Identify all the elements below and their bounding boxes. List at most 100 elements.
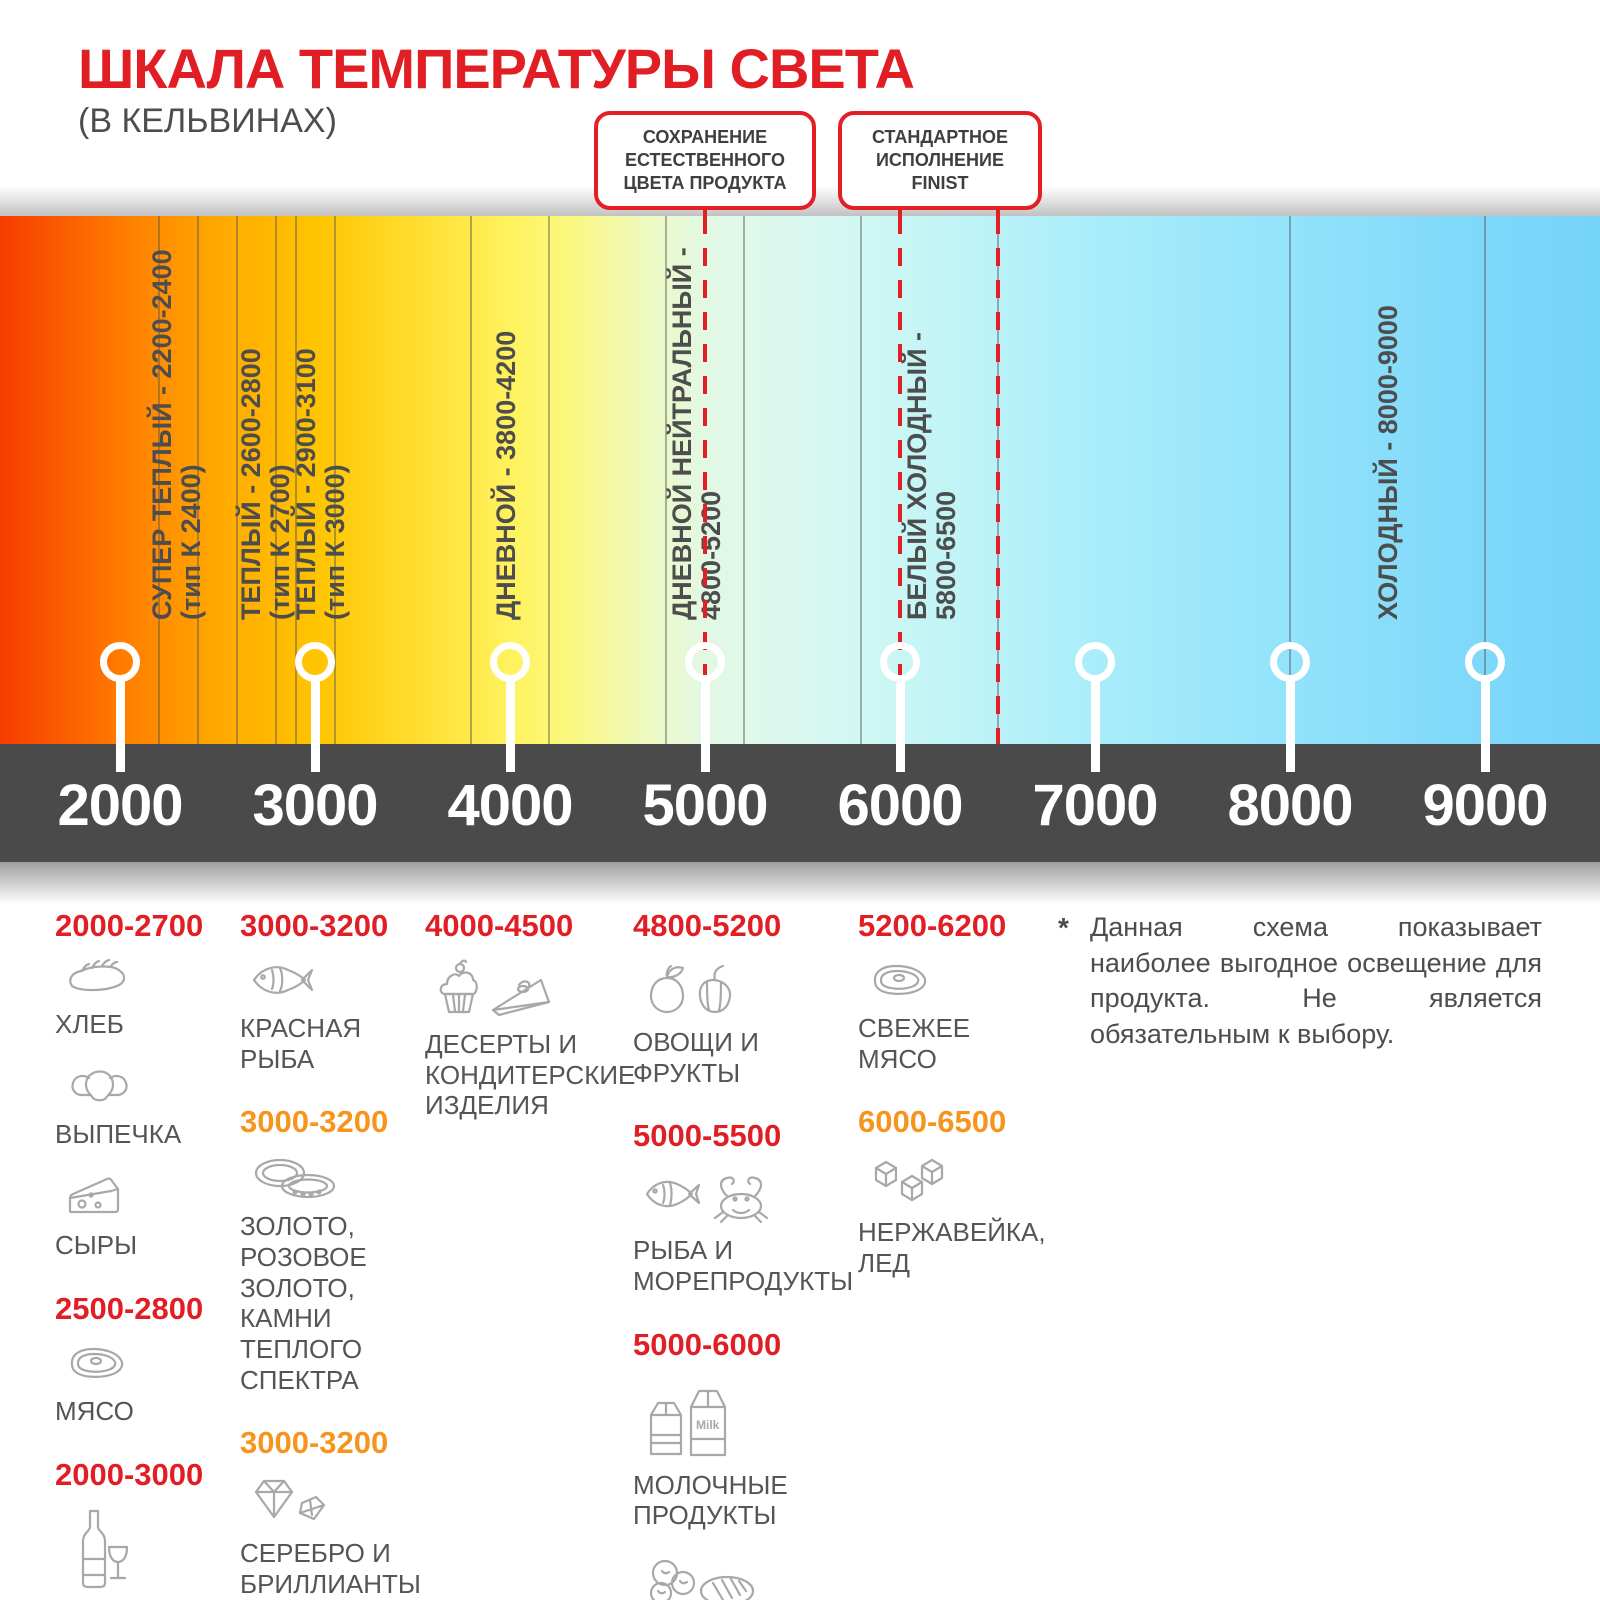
scale-pin-3000	[295, 642, 335, 682]
svg-text:Milk: Milk	[696, 1418, 720, 1432]
zone-boundary-5800	[860, 216, 862, 744]
scale-pin-6000	[880, 642, 920, 682]
dashed-guide-6000	[898, 216, 902, 768]
legend-group: 2000-2700 ХЛЕБ ВЫПЕЧКА СЫРЫ	[55, 908, 230, 1261]
legend-column-5: 5200-6200 СВЕЖЕЕ МЯСО 6000-6500 НЕРЖАВЕЙКА,…	[858, 908, 1083, 1309]
zone-boundary-2200	[158, 216, 160, 744]
zone-label-type: 4800-5200	[695, 490, 726, 620]
zone-label-6: ХОЛОДНЫЙ - 8000-9000	[1373, 305, 1403, 620]
croissant-icon	[65, 1062, 230, 1113]
legend-group: 4800-5200 ОВОЩИ И ФРУКТЫ	[633, 908, 938, 1088]
legend-item: СВЕЖЕЕ МЯСО	[858, 958, 1083, 1074]
legend-item-label: МЯСО	[55, 1396, 134, 1427]
tick-label-4000: 4000	[447, 773, 573, 838]
scale-pin-stem-4000	[505, 678, 515, 772]
zone-label-text: ДНЕВНОЙ - 3800-4200	[491, 330, 521, 620]
legend-group: 3000-3200 СЕРЕБРО И БРИЛЛИАНТЫ	[240, 1425, 435, 1599]
page-title: ШКАЛА ТЕМПЕРАТУРЫ СВЕТА	[78, 37, 915, 100]
legend-item: РЫБА И МОРЕПРОДУКТЫ	[633, 1168, 938, 1296]
dashed-guide-5000	[703, 216, 707, 768]
zone-label-text: ХОЛОДНЫЙ - 8000-9000	[1373, 305, 1403, 620]
legend-item: КРАСНАЯ РЫБА	[240, 958, 435, 1074]
legend-item-label: РЫБА И МОРЕПРОДУКТЫ	[633, 1235, 854, 1297]
milk-icon: Milk	[643, 1377, 938, 1464]
tick-label-2000: 2000	[57, 773, 183, 838]
zone-label-type: 5800-6500	[930, 490, 961, 620]
seafood-icon	[643, 1168, 938, 1229]
legend-range-3000-3200: 3000-3200	[240, 1425, 389, 1461]
legend-group: 5000-5500 РЫБА И МОРЕПРОДУКТЫ	[633, 1118, 938, 1296]
meat-icon	[65, 1341, 230, 1390]
zone-label-5: БЕЛЫЙ ХОЛОДНЫЙ -5800-6500	[902, 332, 961, 620]
zone-boundary-5200	[743, 216, 745, 744]
scale-pin-stem-7000	[1090, 678, 1100, 772]
tick-label-7000: 7000	[1032, 773, 1158, 838]
legend-range-2000-3000: 2000-3000	[55, 1456, 204, 1492]
scale-pin-stem-2000	[115, 678, 125, 772]
zone-label-2: ТЕПЛЫЙ - 2900-3100 (тип К 3000)	[291, 348, 350, 620]
legend-item: СЕРЕБРО И БРИЛЛИАНТЫ	[240, 1475, 435, 1599]
legend-item-label: ХЛЕБ	[55, 1009, 124, 1039]
zone-boundary-8000	[1289, 216, 1291, 744]
legend-group: 5200-6200 СВЕЖЕЕ МЯСО	[858, 908, 1083, 1074]
legend-item: Milk МОЛОЧНЫЕ ПРОДУКТЫ	[633, 1377, 938, 1531]
scale-pin-5000	[685, 642, 725, 682]
legend-group: 6000-6500 НЕРЖАВЕЙКА, ЛЕД	[858, 1104, 1083, 1278]
zone-label-0: СУПЕР ТЕПЛЫЙ - 2200-2400 (тип К 2400)	[147, 249, 206, 620]
legend-item-label: СЕРЕБРО И БРИЛЛИАНТЫ	[240, 1538, 421, 1600]
zone-label-text: ТЕПЛЫЙ - 2900-3100	[291, 348, 321, 620]
ice-icon	[868, 1154, 1083, 1211]
legend-range-4000-4500: 4000-4500	[425, 908, 574, 943]
footnote-marker: *	[1058, 912, 1069, 943]
tick-label-8000: 8000	[1227, 773, 1353, 838]
callout-natural-color: СОХРАНЕНИЕ ЕСТЕСТВЕННОГО ЦВЕТА ПРОДУКТА	[594, 111, 816, 211]
footnote-text: Данная схема показывает наиболее выгодно…	[1090, 912, 1542, 1049]
zone-boundary-2800	[275, 216, 277, 744]
zone-boundary-3800	[470, 216, 472, 744]
dessert-icon	[435, 958, 640, 1023]
legend-item: ВЫПЕЧКА	[55, 1062, 230, 1150]
zone-label-type: (тип К 2400)	[175, 464, 206, 620]
legend-item-label: СВЕЖЕЕ МЯСО	[858, 1013, 971, 1074]
legend-group: 4000-4500 ДЕСЕРТЫ И КОНДИТЕРСКИЕ ИЗДЕЛИЯ	[425, 908, 640, 1121]
temperature-gradient-band	[0, 216, 1600, 744]
fruits-icon	[643, 958, 938, 1021]
axis-bottom-shadow	[0, 862, 1600, 904]
legend-range-2500-2800: 2500-2800	[55, 1291, 204, 1327]
dashed-guide-6500	[995, 216, 1000, 744]
legend-item: ДЕСЕРТЫ И КОНДИТЕРСКИЕ ИЗДЕЛИЯ	[425, 958, 640, 1121]
legend-column-2: 3000-3200 КРАСНАЯ РЫБА 3000-3200 ЗОЛОТО, РО…	[240, 908, 435, 1600]
legend-range-5200-6200: 5200-6200	[858, 908, 1007, 943]
legend-item-label: МОЛОЧНЫЕ ПРОДУКТЫ	[633, 1469, 788, 1531]
tick-label-9000: 9000	[1422, 773, 1548, 838]
legend-group: 3000-3200 ЗОЛОТО, РОЗОВОЕ ЗОЛОТО, КАМНИ Т…	[240, 1104, 435, 1395]
zone-boundary-4800	[665, 216, 667, 744]
legend-group: 5000-6000 Milk МОЛОЧНЫЕ ПРОДУКТЫ ЗАМОРОЖЕНН…	[633, 1327, 938, 1600]
cheese-icon	[65, 1171, 230, 1224]
zone-boundary-4200	[548, 216, 550, 744]
zone-boundary-2900	[294, 216, 297, 744]
scale-pin-stem-5000	[700, 678, 710, 772]
scale-pin-stem-3000	[310, 678, 320, 772]
legend-item-label: СЫРЫ	[55, 1230, 138, 1261]
legend-range-5000-6000: 5000-6000	[633, 1326, 782, 1362]
bread-icon	[65, 958, 230, 1003]
legend-item: АКОГОЛЬ	[55, 1507, 230, 1600]
scale-pin-9000	[1465, 642, 1505, 682]
alcohol-icon	[65, 1507, 230, 1596]
callout-finist-standard: СТАНДАРТНОЕ ИСПОЛНЕНИЕ FINIST	[838, 111, 1042, 211]
legend-column-4: 4800-5200 ОВОЩИ И ФРУКТЫ 5000-5500 РЫБА И М…	[633, 908, 938, 1600]
legend-item: ХЛЕБ	[55, 958, 230, 1040]
frozen-icon	[643, 1553, 938, 1600]
zone-label-4: ДНЕВНОЙ НЕЙТРАЛЬНЫЙ -4800-5200	[667, 247, 726, 620]
zone-label-type: (тип К 3000)	[319, 464, 350, 620]
legend-item: МЯСО	[55, 1341, 230, 1427]
legend-item: НЕРЖАВЕЙКА, ЛЕД	[858, 1154, 1083, 1278]
product-legend: 2000-2700 ХЛЕБ ВЫПЕЧКА СЫРЫ 2500-2800 МЯСО 200…	[0, 908, 1600, 1600]
fish-icon	[250, 958, 435, 1007]
scale-pin-stem-6000	[895, 678, 905, 772]
legend-range-5000-5500: 5000-5500	[633, 1118, 782, 1154]
legend-group: 3000-3200 КРАСНАЯ РЫБА	[240, 908, 435, 1074]
scale-pin-2000	[100, 642, 140, 682]
